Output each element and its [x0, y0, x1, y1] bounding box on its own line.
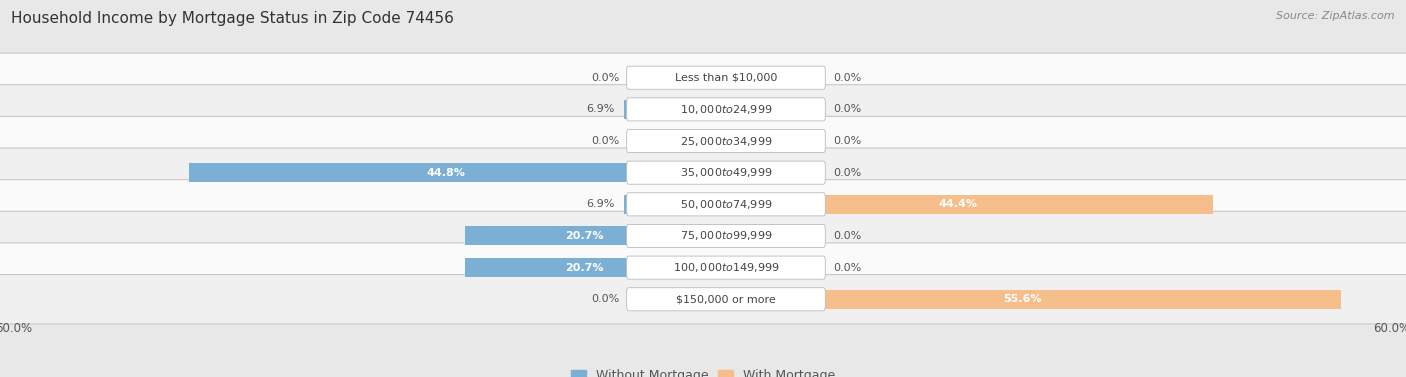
Text: $50,000 to $74,999: $50,000 to $74,999	[679, 198, 772, 211]
Text: 0.0%: 0.0%	[591, 136, 619, 146]
Text: 20.7%: 20.7%	[565, 231, 603, 241]
FancyBboxPatch shape	[627, 193, 825, 216]
Text: $10,000 to $24,999: $10,000 to $24,999	[679, 103, 772, 116]
Text: 0.0%: 0.0%	[832, 136, 860, 146]
Text: Household Income by Mortgage Status in Zip Code 74456: Household Income by Mortgage Status in Z…	[11, 11, 454, 26]
Text: 44.4%: 44.4%	[938, 199, 977, 209]
FancyBboxPatch shape	[0, 274, 1406, 324]
Bar	[188, 163, 703, 182]
FancyBboxPatch shape	[627, 98, 825, 121]
Text: $100,000 to $149,999: $100,000 to $149,999	[672, 261, 779, 274]
Text: 44.8%: 44.8%	[426, 168, 465, 178]
Bar	[703, 290, 1341, 309]
Text: 6.9%: 6.9%	[586, 199, 614, 209]
Bar	[703, 195, 1213, 214]
FancyBboxPatch shape	[0, 179, 1406, 229]
Text: 0.0%: 0.0%	[832, 168, 860, 178]
FancyBboxPatch shape	[0, 243, 1406, 292]
Text: $25,000 to $34,999: $25,000 to $34,999	[679, 135, 772, 147]
FancyBboxPatch shape	[627, 256, 825, 279]
Legend: Without Mortgage, With Mortgage: Without Mortgage, With Mortgage	[571, 369, 835, 377]
Bar	[624, 195, 703, 214]
FancyBboxPatch shape	[627, 288, 825, 311]
FancyBboxPatch shape	[627, 161, 825, 184]
Text: $75,000 to $99,999: $75,000 to $99,999	[679, 230, 772, 242]
Text: $150,000 or more: $150,000 or more	[676, 294, 776, 304]
Text: 6.9%: 6.9%	[586, 104, 614, 114]
Text: 0.0%: 0.0%	[832, 73, 860, 83]
FancyBboxPatch shape	[0, 53, 1406, 103]
Text: $35,000 to $49,999: $35,000 to $49,999	[679, 166, 772, 179]
FancyBboxPatch shape	[0, 85, 1406, 134]
Bar	[465, 227, 703, 245]
FancyBboxPatch shape	[627, 66, 825, 89]
Bar	[465, 258, 703, 277]
Text: 0.0%: 0.0%	[591, 294, 619, 304]
Text: 0.0%: 0.0%	[832, 263, 860, 273]
FancyBboxPatch shape	[0, 116, 1406, 166]
Text: 20.7%: 20.7%	[565, 263, 603, 273]
Text: 0.0%: 0.0%	[832, 231, 860, 241]
FancyBboxPatch shape	[0, 211, 1406, 261]
Text: 55.6%: 55.6%	[1002, 294, 1042, 304]
Text: Source: ZipAtlas.com: Source: ZipAtlas.com	[1277, 11, 1395, 21]
Bar	[624, 100, 703, 119]
Text: 0.0%: 0.0%	[591, 73, 619, 83]
FancyBboxPatch shape	[0, 148, 1406, 198]
Text: 0.0%: 0.0%	[832, 104, 860, 114]
FancyBboxPatch shape	[627, 224, 825, 248]
FancyBboxPatch shape	[627, 129, 825, 153]
Text: Less than $10,000: Less than $10,000	[675, 73, 778, 83]
